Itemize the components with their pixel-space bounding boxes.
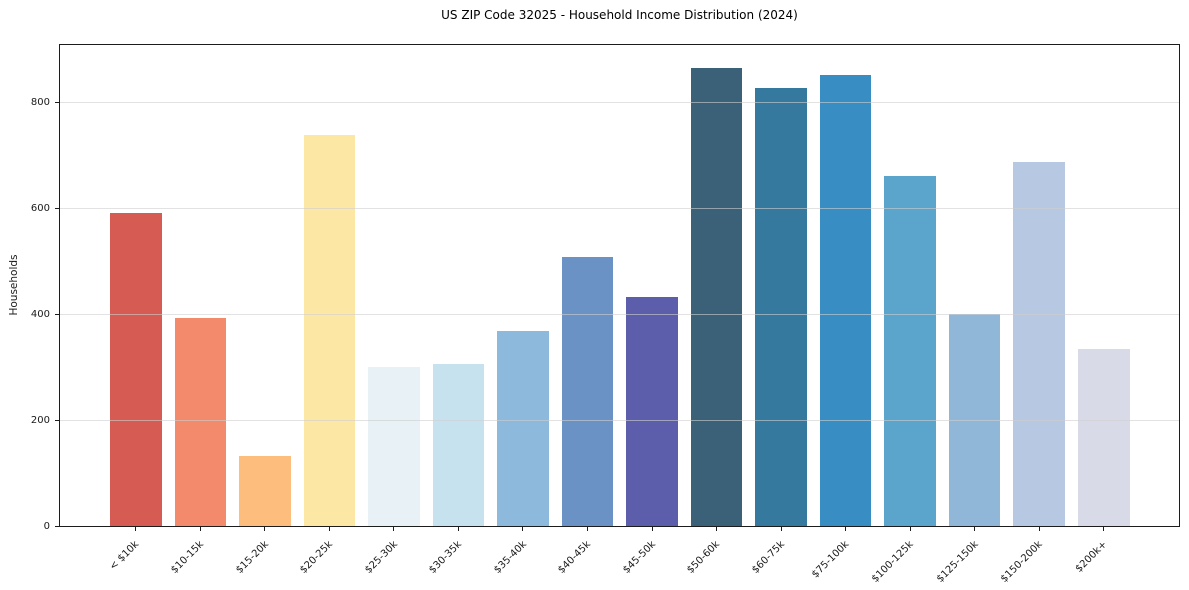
y-tick-mark — [55, 208, 59, 209]
bar — [690, 68, 743, 526]
x-tick-mark — [264, 526, 266, 531]
x-tick-label: $30-35k — [427, 539, 465, 576]
x-tick-label: < $10k — [108, 539, 142, 573]
y-tick-label: 0 — [43, 520, 50, 532]
y-tick-mark — [55, 525, 59, 527]
y-tick-label: 400 — [30, 308, 50, 320]
bar — [819, 74, 872, 526]
bar — [1013, 162, 1065, 526]
x-tick-mark — [393, 526, 395, 531]
x-tick-mark — [199, 526, 201, 531]
x-tick-label: $25-30k — [362, 539, 400, 576]
x-tick-label: $35-40k — [491, 539, 529, 576]
x-tick-label: $200k+ — [1073, 539, 1110, 575]
bar — [110, 213, 162, 526]
x-tick-mark — [716, 526, 718, 531]
bar — [497, 330, 549, 526]
x-tick-mark — [845, 526, 847, 531]
y-tick-mark — [55, 419, 59, 421]
y-tick-label: 600 — [30, 203, 50, 214]
x-tick-label: $60-75k — [749, 539, 787, 576]
bar — [755, 88, 807, 526]
x-tick-label: $20-25k — [298, 539, 336, 576]
x-tick-mark — [135, 526, 137, 531]
x-tick-mark — [909, 526, 911, 531]
x-tick-label: $40-45k — [556, 539, 594, 576]
bar — [432, 363, 485, 526]
x-tick-mark — [974, 526, 976, 531]
x-tick-mark — [328, 526, 330, 531]
x-tick-mark — [780, 526, 782, 531]
bar — [368, 366, 420, 526]
x-tick-mark — [457, 526, 459, 531]
x-tick-label: $75-100k — [809, 539, 852, 581]
y-tick-mark — [55, 313, 59, 315]
gridline — [60, 313, 1179, 315]
gridline — [60, 419, 1179, 421]
x-tick-label: $10-15k — [169, 539, 207, 576]
x-tick-label: $50-60k — [685, 539, 723, 576]
x-tick-mark — [522, 526, 524, 531]
x-tick-mark — [651, 526, 653, 531]
x-tick-mark — [587, 526, 588, 531]
chart-title: US ZIP Code 32025 - Household Income Dis… — [441, 8, 798, 22]
bar — [884, 176, 936, 526]
gridline — [60, 102, 1179, 104]
bar — [239, 456, 291, 526]
x-tick-label: $150-200k — [999, 539, 1045, 585]
gridline — [60, 208, 1179, 209]
bar — [561, 256, 614, 526]
bar — [1077, 348, 1130, 526]
y-tick-label: 800 — [30, 97, 50, 109]
y-axis-label: Households — [8, 254, 20, 316]
y-tick-label: 200 — [30, 414, 50, 426]
x-tick-label: $125-150k — [934, 539, 981, 585]
x-tick-label: $15-20k — [233, 539, 271, 576]
bar — [303, 134, 356, 526]
x-tick-label: $45-50k — [620, 539, 658, 576]
plot-area: 0 200 400 600 800 < $10k $10-15k $15-20k $20-25k… — [31, 44, 1180, 585]
x-tick-mark — [1038, 526, 1040, 531]
x-tick-label: $100-125k — [870, 539, 916, 585]
x-tick-mark — [1103, 526, 1105, 531]
y-tick-mark — [55, 102, 59, 104]
bar — [174, 317, 227, 526]
bar — [626, 297, 678, 526]
